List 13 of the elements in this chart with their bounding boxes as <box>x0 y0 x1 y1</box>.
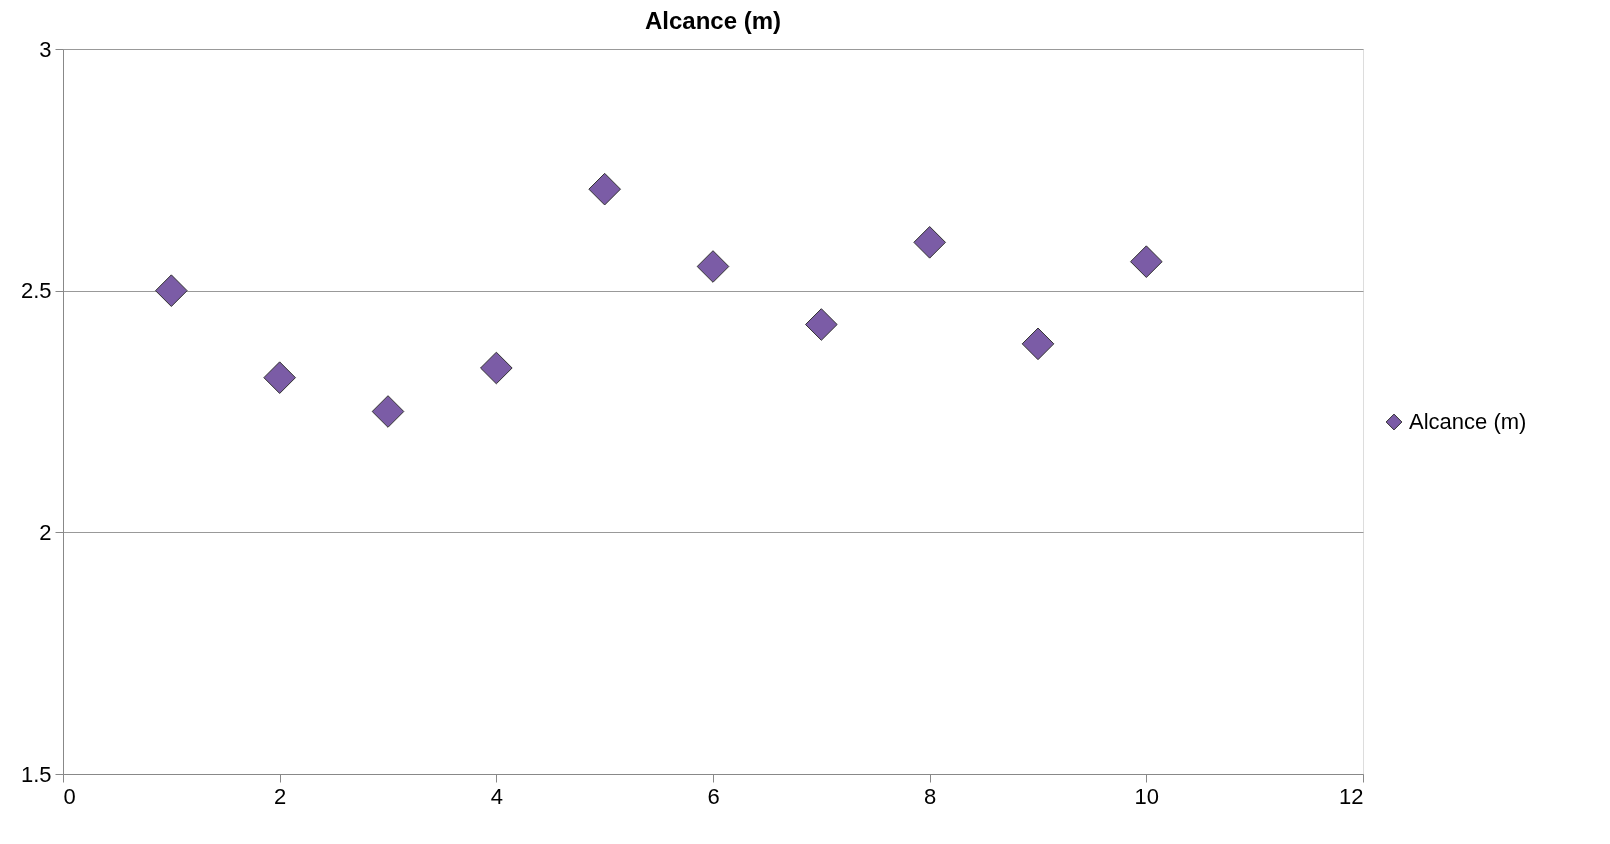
chart-title: Alcance (m) <box>644 7 782 34</box>
x-tick-label: 4 <box>490 783 503 809</box>
y-tick-label: 2.5 <box>20 278 52 304</box>
legend-label: Alcance (m) <box>1409 409 1527 434</box>
x-tick-label: 12 <box>1339 783 1364 809</box>
y-tick-label: 1.5 <box>20 761 52 787</box>
x-tick-label: 6 <box>707 783 720 809</box>
y-tick-label: 2 <box>39 519 52 545</box>
x-tick-label: 10 <box>1134 783 1160 809</box>
y-tick-label: 3 <box>39 36 52 62</box>
x-tick-label: 0 <box>63 783 76 809</box>
x-tick-label: 8 <box>924 783 937 809</box>
x-tick-label: 2 <box>274 783 287 809</box>
